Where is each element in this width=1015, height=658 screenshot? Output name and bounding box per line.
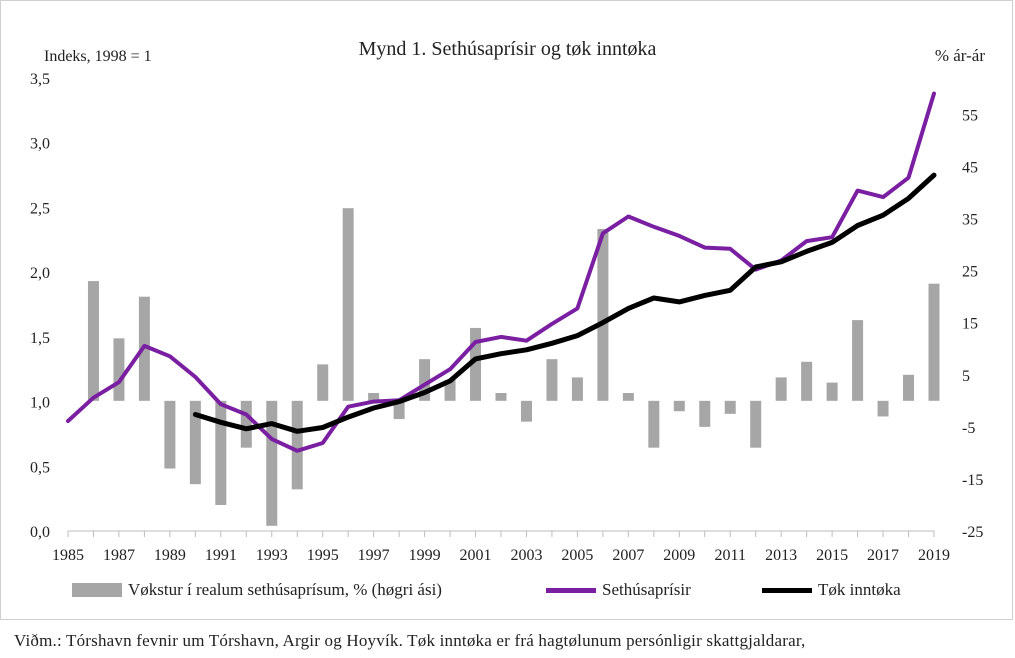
- x-tick-label: 2003: [510, 547, 542, 564]
- legend-swatch-house-prices: [546, 587, 596, 593]
- left-axis-label: Indeks, 1998 = 1: [44, 48, 152, 65]
- x-tick-label: 1993: [256, 547, 288, 564]
- bar-growth: [801, 361, 813, 401]
- x-tick-label: 2009: [663, 547, 695, 564]
- legend-label-bars: Vøkstur í realum sethúsaprísum, % (høgri…: [128, 580, 442, 599]
- right-tick-label: 25: [962, 264, 978, 281]
- bar-growth: [750, 400, 762, 448]
- right-tick-label: -5: [962, 420, 975, 437]
- bar-growth: [622, 393, 634, 401]
- x-tick-label: 2005: [561, 547, 593, 564]
- x-tick-label: 2007: [612, 547, 644, 564]
- x-tick-label: 2011: [715, 547, 746, 564]
- bar-growth: [826, 382, 838, 401]
- bar-growth: [113, 338, 125, 401]
- bar-growth: [673, 400, 685, 412]
- bar-growth: [164, 400, 176, 469]
- bar-growth: [189, 400, 201, 485]
- left-tick-label: 2,0: [30, 265, 50, 282]
- x-tick-label: 2001: [460, 547, 492, 564]
- right-axis-label: % ár-ár: [934, 46, 985, 65]
- bar-growth: [520, 400, 532, 422]
- bar-growth: [597, 229, 609, 401]
- x-tick-label: 1991: [205, 547, 237, 564]
- bar-growth: [852, 320, 864, 401]
- x-tick-label: 1987: [103, 547, 135, 564]
- legend-item-bars: Vøkstur í realum sethúsaprísum, % (høgri…: [72, 580, 442, 600]
- x-tick-label: 2015: [816, 547, 848, 564]
- bar-growth: [215, 400, 227, 505]
- left-tick-label: 3,5: [30, 71, 50, 88]
- legend-swatch-income: [762, 587, 812, 593]
- chart-frame: [0, 0, 1013, 620]
- x-tick-label: 1995: [307, 547, 339, 564]
- line-disposable-income: [192, 172, 937, 434]
- bar-growth: [444, 380, 456, 401]
- bar-growth: [240, 400, 252, 448]
- bar-growth: [291, 400, 303, 490]
- bar-growth: [342, 208, 354, 401]
- left-tick-label: 1,0: [30, 395, 50, 412]
- bar-growth: [571, 377, 583, 401]
- bar-growth: [368, 393, 380, 401]
- bar-growth: [470, 327, 482, 401]
- x-tick-label: 2013: [765, 547, 797, 564]
- bar-growth: [317, 364, 329, 401]
- legend-item-income: Tøk inntøka: [762, 580, 901, 600]
- x-tick-label: 1999: [409, 547, 441, 564]
- right-tick-label: -25: [962, 524, 983, 541]
- bar-growth: [495, 393, 507, 401]
- bar-growth: [699, 400, 711, 427]
- bar-growth: [928, 283, 940, 401]
- right-tick-label: -15: [962, 472, 983, 489]
- bar-growth: [648, 400, 660, 448]
- bar-growth: [546, 359, 558, 401]
- left-tick-label: 2,5: [30, 200, 50, 217]
- bar-growth: [724, 400, 736, 414]
- legend-item-house-prices: Sethúsaprísir: [546, 580, 691, 600]
- right-tick-label: 45: [962, 160, 978, 177]
- left-tick-label: 0,5: [30, 459, 50, 476]
- x-tick-label: 1985: [52, 547, 84, 564]
- left-tick-label: 1,5: [30, 330, 50, 347]
- right-tick-label: 55: [962, 107, 978, 124]
- right-tick-label: 5: [962, 368, 970, 385]
- x-tick-label: 2019: [918, 547, 950, 564]
- source-note: Viðm.: Tórshavn fevnir um Tórshavn, Argi…: [14, 631, 806, 650]
- right-tick-label: 15: [962, 316, 978, 333]
- line-house-prices: [66, 91, 936, 453]
- bar-growth: [266, 400, 278, 526]
- bar-growth: [87, 281, 99, 401]
- x-tick-label: 1989: [154, 547, 186, 564]
- left-tick-label: 3,0: [30, 136, 50, 153]
- legend-label-house-prices: Sethúsaprísir: [602, 580, 691, 599]
- legend-swatch-bars: [72, 583, 122, 597]
- bar-growth: [877, 400, 889, 417]
- left-tick-label: 0,0: [30, 524, 50, 541]
- x-tick-label: 1997: [358, 547, 390, 564]
- bar-growth: [419, 359, 431, 401]
- bar-growth: [903, 374, 915, 401]
- x-tick-label: 2017: [867, 547, 899, 564]
- chart-plot: 0,0 0,5 1,0 1,5 2,0 2,5 3,0 3,5 -25 -15 -5 5 15 25 35 4…: [30, 71, 983, 564]
- legend-label-income: Tøk inntøka: [818, 580, 901, 599]
- bar-growth: [393, 400, 405, 420]
- chart-legend: Vøkstur í realum sethúsaprísum, % (høgri…: [0, 580, 1015, 608]
- right-tick-label: 35: [962, 212, 978, 229]
- bar-growth: [775, 377, 787, 401]
- chart-title: Mynd 1. Sethúsaprísir og tøk inntøka: [358, 38, 657, 60]
